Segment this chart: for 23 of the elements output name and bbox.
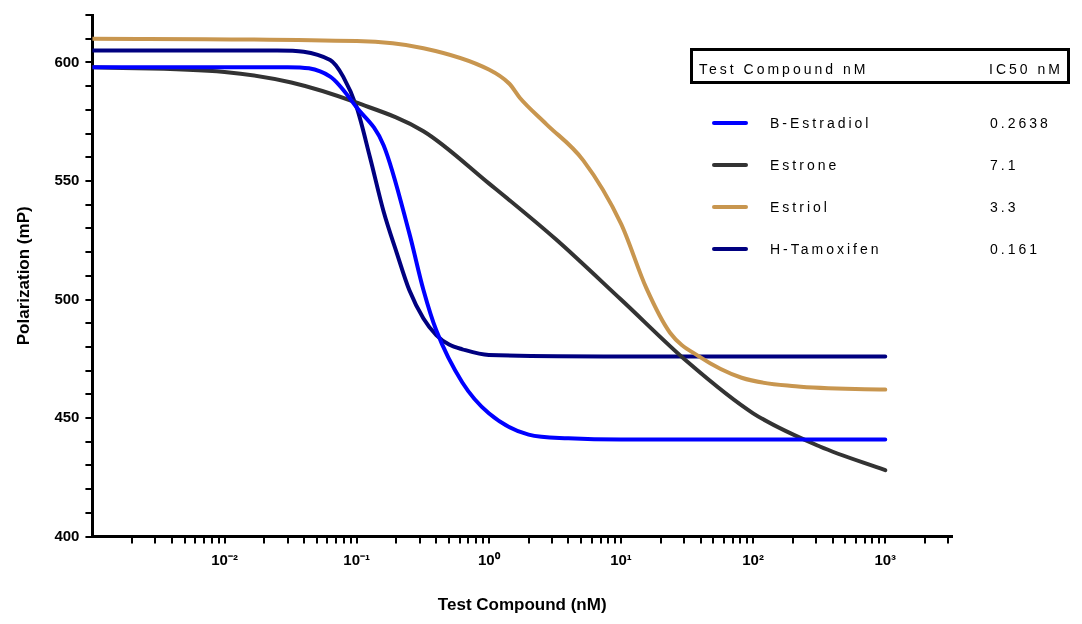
text: 0.2638 (990, 115, 1051, 131)
x-tick-label: 10⁻¹ (343, 550, 371, 568)
y-tick-label: 450 (54, 408, 80, 426)
y-tick-label: 400 (54, 526, 80, 544)
legend-label: Estriol (770, 199, 831, 215)
y-axis-title: Polarization (mP) (13, 206, 33, 346)
legend-label: B-Estradiol (770, 115, 873, 131)
x-tick-label: 10³ (874, 550, 897, 568)
y-tick-label: 550 (54, 171, 80, 189)
x-tick-label: 10⁻² (211, 550, 238, 568)
y-tick-label: 600 (54, 52, 80, 70)
x-tick-label: 10² (742, 550, 764, 568)
legend-title: Test Compound nM (699, 61, 869, 77)
legend-label: Estrone (770, 157, 841, 173)
legend-label: H-Tamoxifen (770, 241, 883, 257)
text: 3.3 (990, 199, 1019, 215)
y-tick-label: 500 (54, 289, 80, 307)
x-tick-label: 10⁰ (478, 550, 501, 568)
x-tick-label: 10¹ (610, 550, 632, 568)
text: 0.161 (990, 241, 1041, 257)
x-axis-title: Test Compound (nM) (437, 595, 607, 615)
text: IC50 nM (989, 61, 1063, 77)
text: 7.1 (990, 157, 1019, 173)
